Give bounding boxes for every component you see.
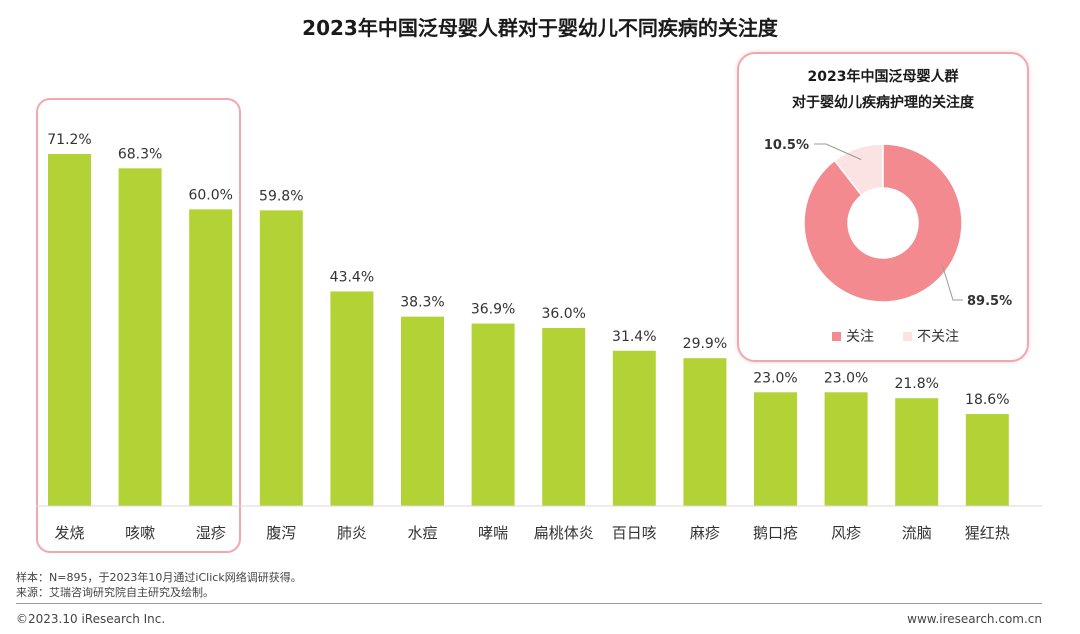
x-tick-label: 流脑 (902, 524, 932, 542)
x-tick-label: 腹泻 (266, 524, 296, 542)
bar-发烧 (48, 154, 91, 506)
bar-value-label: 36.0% (541, 306, 585, 322)
bar-腹泻 (259, 210, 303, 506)
bar-value-label: 38.3% (400, 295, 444, 311)
bar-咳嗽 (118, 168, 162, 506)
bar-value-label: 43.4% (330, 269, 374, 285)
page-title: 2023年中国泛母婴人群对于婴幼儿不同疾病的关注度 (302, 16, 778, 40)
x-tick-label: 肺炎 (337, 524, 367, 542)
pie-title-line-1: 2023年中国泛母婴人群 (807, 69, 959, 85)
x-tick-label: 百日咳 (612, 524, 657, 542)
copyright-text: ©2023.10 iResearch Inc. (16, 612, 166, 626)
bar-百日咳 (612, 350, 656, 506)
bar-value-label: 36.9% (471, 302, 515, 318)
x-tick-label: 麻疹 (690, 524, 720, 542)
bar-风疹 (824, 392, 868, 506)
x-tick-label: 湿疹 (196, 524, 226, 542)
pie-title-line-2: 对于婴幼儿疾病护理的关注度 (792, 95, 974, 111)
bar-value-label: 31.4% (612, 329, 656, 345)
bar-value-label: 71.2% (47, 132, 91, 148)
bar-哮喘 (471, 323, 515, 506)
website-text: www.iresearch.com.cn (907, 612, 1042, 626)
x-tick-label: 哮喘 (478, 524, 508, 542)
highlight-frame-top3 (36, 98, 241, 553)
bar-value-label: 21.8% (894, 376, 938, 392)
bar-猩红热 (965, 414, 1009, 506)
bar-value-label: 23.0% (753, 370, 797, 386)
bar-value-label: 18.6% (965, 392, 1009, 408)
bar-水痘 (401, 316, 444, 506)
x-tick-label: 猩红热 (965, 524, 1010, 542)
footnote-source: 来源：艾瑞咨询研究院自主研究及绘制。 (16, 586, 214, 599)
footnote-sample: 样本：N=895，于2023年10月通过iClick网络调研获得。 (16, 571, 302, 584)
bar-湿疹 (189, 209, 233, 506)
x-tick-label: 扁桃体炎 (534, 524, 594, 542)
bar-value-label: 59.8% (259, 188, 303, 204)
footer-divider (16, 603, 1042, 604)
bar-鹅口疮 (754, 392, 797, 506)
bar-肺炎 (330, 291, 374, 506)
bar-value-label: 29.9% (683, 336, 727, 352)
bar-扁桃体炎 (542, 328, 586, 506)
bar-麻疹 (683, 358, 727, 506)
bar-value-label: 68.3% (118, 146, 162, 162)
x-tick-label: 发烧 (54, 524, 84, 542)
x-tick-label: 水痘 (407, 524, 437, 542)
x-tick-label: 咳嗽 (125, 524, 155, 542)
bar-value-label: 60.0% (188, 187, 232, 203)
x-tick-label: 鹅口疮 (753, 524, 798, 542)
bar-流脑 (895, 398, 939, 506)
bar-value-label: 23.0% (824, 370, 868, 386)
x-tick-label: 风疹 (831, 524, 861, 542)
